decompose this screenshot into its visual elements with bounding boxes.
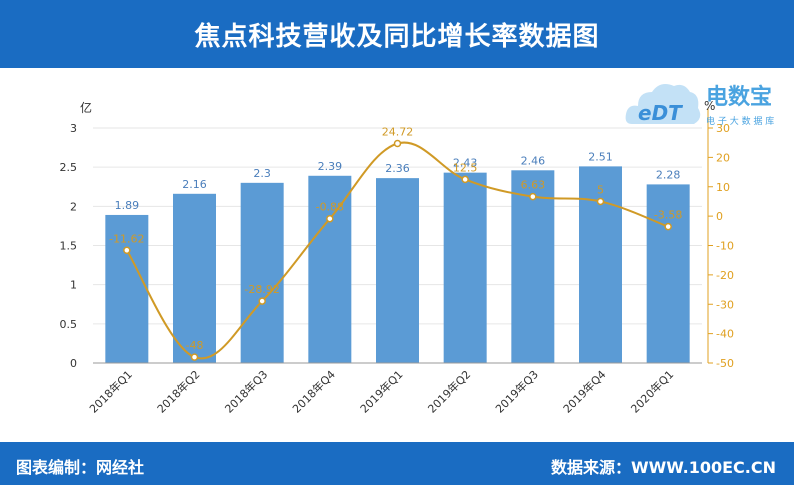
footer-source: 数据来源：WWW.100EC.CN bbox=[550, 458, 776, 477]
cloud-icon: eDT 电数宝 电 子 大 数 据 库 bbox=[625, 84, 774, 127]
bar bbox=[173, 193, 216, 363]
edt-logo: eDT 电数宝 电 子 大 数 据 库 bbox=[624, 74, 794, 136]
bar bbox=[646, 184, 690, 363]
right-tick-label: -30 bbox=[716, 298, 734, 311]
bar bbox=[511, 170, 555, 363]
chart-title: 焦点科技营收及同比增长率数据图 bbox=[194, 21, 600, 52]
growth-rate-label: 24.72 bbox=[382, 126, 414, 139]
logo-mark: eDT bbox=[638, 101, 683, 125]
growth-rate-line bbox=[125, 141, 669, 360]
growth-rate-point bbox=[596, 197, 605, 206]
bar bbox=[308, 175, 352, 363]
left-tick-label: 0 bbox=[70, 357, 77, 370]
left-tick-label: 2 bbox=[70, 200, 77, 213]
right-tick-label: 10 bbox=[716, 181, 730, 194]
growth-rate-label: -28.92 bbox=[244, 283, 279, 296]
category-label: 2018年Q1 bbox=[86, 367, 135, 416]
right-tick-label: -10 bbox=[716, 240, 734, 253]
category-label: 2018年Q3 bbox=[222, 367, 271, 416]
bar bbox=[443, 172, 487, 363]
growth-rate-label: 5 bbox=[597, 183, 604, 196]
growth-rate-label: 12.5 bbox=[453, 161, 478, 174]
bar-value-label: 2.39 bbox=[318, 160, 343, 173]
category-label: 2019年Q2 bbox=[425, 367, 474, 416]
right-tick-label: -20 bbox=[716, 269, 734, 282]
bar-value-label: 2.16 bbox=[182, 178, 207, 191]
chart-footer: 图表编制：网经社 数据来源：WWW.100EC.CN bbox=[0, 442, 794, 485]
left-axis-unit: 亿 bbox=[80, 100, 92, 115]
growth-rate-label: -3.58 bbox=[654, 209, 682, 222]
growth-rate-point bbox=[190, 353, 199, 361]
bar-value-label: 1.89 bbox=[115, 199, 140, 212]
right-tick-label: 20 bbox=[716, 151, 730, 164]
growth-rate-point bbox=[529, 192, 537, 201]
growth-rate-label: -0.88 bbox=[316, 201, 344, 214]
left-tick-label: 0.5 bbox=[60, 318, 78, 331]
left-tick-label: 1.5 bbox=[60, 240, 78, 253]
bar-value-label: 2.46 bbox=[521, 154, 546, 167]
left-tick-label: 2.5 bbox=[60, 161, 78, 174]
bar-value-label: 2.43 bbox=[453, 157, 478, 170]
growth-rate-point bbox=[664, 222, 672, 231]
bar-value-label: 2.36 bbox=[385, 162, 410, 175]
category-label: 2019年Q3 bbox=[492, 367, 541, 416]
right-tick-label: 30 bbox=[716, 122, 730, 135]
bar bbox=[240, 182, 284, 363]
right-tick-label: -40 bbox=[716, 328, 734, 341]
growth-rate-point bbox=[123, 246, 131, 255]
bar-value-label: 2.3 bbox=[253, 167, 271, 180]
left-tick-label: 3 bbox=[70, 122, 77, 135]
category-label: 2019年Q4 bbox=[560, 367, 609, 416]
growth-rate-point bbox=[258, 297, 266, 305]
category-label: 2018年Q2 bbox=[154, 367, 203, 416]
chart-header: 焦点科技营收及同比增长率数据图 bbox=[0, 0, 794, 68]
growth-rate-point bbox=[461, 175, 469, 184]
footer-editor: 图表编制：网经社 bbox=[16, 458, 145, 477]
growth-rate-label: -11.62 bbox=[109, 232, 144, 245]
growth-rate-label: -48 bbox=[186, 339, 204, 352]
bar-value-label: 2.28 bbox=[656, 168, 681, 181]
left-tick-label: 1 bbox=[70, 279, 77, 292]
right-tick-label: -50 bbox=[716, 357, 734, 370]
category-label: 2018年Q4 bbox=[289, 367, 338, 416]
right-axis-unit: % bbox=[704, 99, 715, 113]
logo-name: 电数宝 bbox=[706, 84, 772, 110]
growth-rate-point bbox=[393, 139, 402, 148]
growth-rate-label: 6.63 bbox=[521, 179, 546, 192]
category-label: 2020年Q1 bbox=[628, 367, 677, 416]
chart-area: 0 0.5 1 1.5 2 2.5 3 亿 -50 -40 -30 -20 -10 0 10 20 30% 1.8… bbox=[0, 68, 794, 442]
logo-tagline: 电 子 大 数 据 库 bbox=[706, 115, 774, 127]
combo-chart: 0 0.5 1 1.5 2 2.5 3亿 -50 -40 -30 -20 -10 0 10 20 30% 1.8… bbox=[60, 99, 734, 416]
growth-rate-point bbox=[326, 214, 334, 223]
bar-value-label: 2.51 bbox=[588, 150, 613, 163]
bar bbox=[105, 214, 149, 363]
bar bbox=[376, 178, 419, 363]
right-tick-label: 0 bbox=[716, 210, 723, 223]
category-label: 2019年Q1 bbox=[357, 367, 406, 416]
